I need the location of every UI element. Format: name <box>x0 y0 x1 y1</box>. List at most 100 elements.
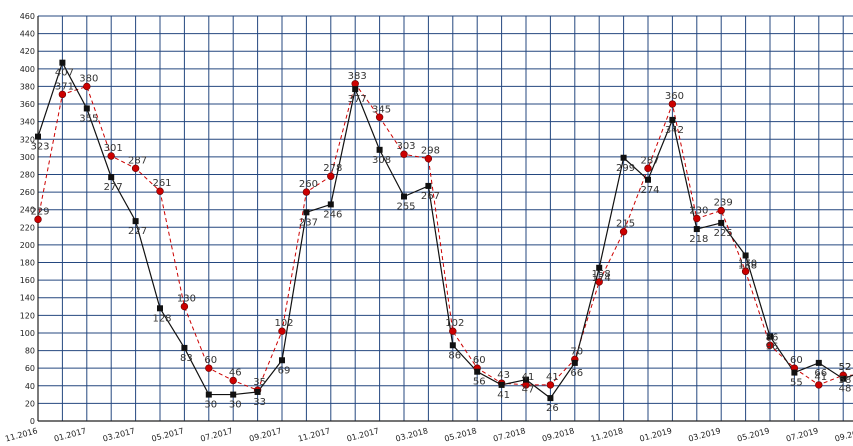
data-label-black: 218 <box>689 234 708 245</box>
data-label-red: 158 <box>592 269 611 280</box>
series-red-point <box>595 278 603 286</box>
series-red-point <box>34 215 42 224</box>
series-red-point <box>619 228 628 236</box>
y-tick-label: 440 <box>20 30 35 39</box>
data-label-red: 287 <box>640 155 659 166</box>
x-tick-label: 07.2018 <box>492 426 526 443</box>
data-label-red: 170 <box>738 258 757 269</box>
y-tick-label: 260 <box>20 188 35 197</box>
series-black-point <box>742 252 749 259</box>
data-label-red: 41 <box>522 372 535 383</box>
series-black-point <box>352 86 359 93</box>
x-tick-label: 01.2017 <box>53 426 87 443</box>
series-black-point <box>620 154 627 161</box>
data-label-red: 278 <box>323 163 342 174</box>
series-red-point <box>278 327 286 335</box>
data-label-black: 377 <box>348 94 367 105</box>
data-label-black: 48 <box>839 384 852 395</box>
data-label-black: 237 <box>299 217 318 228</box>
x-tick-label: 05.2017 <box>151 426 185 443</box>
data-label-black: 255 <box>396 201 415 212</box>
data-label-red: 371 <box>55 81 74 92</box>
data-label-black: 41 <box>497 390 510 401</box>
data-label-red: 303 <box>396 141 415 152</box>
series-black-point <box>279 357 285 364</box>
data-label-red: 52 <box>839 362 852 373</box>
y-tick-label: 220 <box>20 223 35 232</box>
data-label-red: 287 <box>128 155 147 166</box>
y-tick-label: 160 <box>20 276 35 285</box>
data-label-black: 342 <box>665 125 684 136</box>
series-black-point <box>230 391 237 398</box>
data-label-black: 69 <box>278 365 291 376</box>
series-black-point <box>523 376 529 383</box>
data-label-red: 70 <box>570 346 583 357</box>
series-red-point <box>156 187 164 195</box>
series-black-point <box>645 176 651 183</box>
y-tick-label: 140 <box>20 294 35 303</box>
y-tick-label: 460 <box>20 12 35 21</box>
data-label-layer: 323 407 355 277 227 128 83 30 30 33 69 237 246 377 308… <box>30 68 851 414</box>
data-label-black: 277 <box>104 182 123 193</box>
x-tick-label: 05.2018 <box>443 426 477 443</box>
series-black-point <box>669 116 676 123</box>
series-black-point <box>596 264 603 271</box>
x-tick-label: 01.2017 <box>346 426 380 443</box>
series-red-point <box>644 164 652 173</box>
series-red-point <box>83 82 91 91</box>
series-red-point <box>668 100 677 108</box>
data-label-black: 227 <box>128 226 147 237</box>
data-label-red: 60 <box>204 355 217 366</box>
data-label-black: 267 <box>421 191 440 202</box>
data-label-black: 407 <box>55 68 74 79</box>
x-tick-label: 03.2017 <box>102 426 136 443</box>
x-tick-label: 11.2018 <box>590 426 624 443</box>
data-label-red: 60 <box>790 355 803 366</box>
series-black-point <box>840 375 847 382</box>
series-layer <box>34 59 853 402</box>
data-label-black: 323 <box>30 142 49 153</box>
series-red-point <box>546 381 555 389</box>
series-red-point <box>58 90 67 99</box>
data-label-red: 261 <box>152 178 171 189</box>
data-label-red: 239 <box>714 198 733 209</box>
series-black-point <box>83 105 90 112</box>
y-tick-label: 0 <box>30 417 35 426</box>
data-label-red: 380 <box>79 73 98 84</box>
data-label-red: 41 <box>814 372 827 383</box>
series-red-point <box>131 164 140 173</box>
data-label-black: 274 <box>640 185 659 196</box>
series-red-point <box>327 172 335 180</box>
series-red-point <box>302 188 311 196</box>
data-label-black: 33 <box>253 397 266 408</box>
series-black-point <box>815 359 822 366</box>
data-label-red: 86 <box>766 332 779 343</box>
series-black-point <box>449 342 456 349</box>
data-label-black: 30 <box>204 400 217 411</box>
data-label-black: 30 <box>229 400 242 411</box>
series-black-point <box>474 368 481 375</box>
y-tick-label: 100 <box>20 329 35 338</box>
x-tick-label: 07.2019 <box>785 426 819 443</box>
data-label-red: 383 <box>348 71 367 82</box>
series-black-point <box>376 146 383 153</box>
y-tick-label: 340 <box>20 118 35 127</box>
data-label-black: 188 <box>738 260 757 271</box>
data-label-black: 83 <box>180 353 193 364</box>
y-tick-label: 40 <box>25 382 35 391</box>
data-label-red: 360 <box>665 91 684 102</box>
data-label-black: 47 <box>522 385 535 396</box>
data-label-black: 96 <box>766 341 779 352</box>
series-black-point <box>547 395 554 402</box>
data-label-black: 225 <box>714 228 733 239</box>
y-tick-label: 380 <box>20 82 35 91</box>
y-tick-label: 300 <box>20 153 35 162</box>
y-tick-label: 360 <box>20 100 35 109</box>
series-red-line <box>37 82 853 391</box>
data-label-red: 230 <box>689 206 708 217</box>
series-black-point <box>327 201 334 208</box>
x-tick-label: 03.2019 <box>687 426 721 443</box>
data-label-black: 128 <box>152 313 171 324</box>
data-label-black: 174 <box>592 273 611 284</box>
